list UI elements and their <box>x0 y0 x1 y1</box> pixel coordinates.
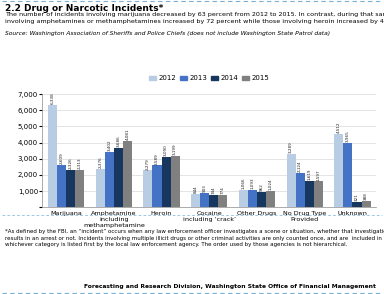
Bar <box>343 143 353 207</box>
Legend: 2012, 2013, 2014, 2015: 2012, 2013, 2014, 2015 <box>147 73 272 84</box>
Text: The number of incidents involving marijuana decreased by 63 percent from 2012 to: The number of incidents involving mariju… <box>5 12 384 24</box>
Bar <box>361 201 371 207</box>
Text: 3,199: 3,199 <box>173 143 177 155</box>
Text: 2,376: 2,376 <box>98 156 102 168</box>
Text: 2,589: 2,589 <box>155 153 159 165</box>
Text: Source: Washington Association of Sheriffs and Police Chiefs (does not include W: Source: Washington Association of Sherif… <box>5 31 330 36</box>
Bar <box>75 170 84 207</box>
Text: 3,289: 3,289 <box>289 141 293 153</box>
Bar <box>218 195 227 207</box>
Bar <box>296 173 305 207</box>
Text: 2,313: 2,313 <box>78 157 82 169</box>
Text: 3,090: 3,090 <box>164 145 168 156</box>
Bar <box>200 193 209 207</box>
Text: 1,619: 1,619 <box>307 169 311 180</box>
Text: 388: 388 <box>364 192 368 200</box>
Bar <box>353 202 361 207</box>
Bar <box>209 195 218 207</box>
Text: 1,066: 1,066 <box>242 178 245 189</box>
Bar <box>66 170 75 207</box>
Text: 1,093: 1,093 <box>250 177 255 189</box>
Bar <box>266 191 275 207</box>
Bar <box>96 169 105 207</box>
Bar <box>314 181 323 207</box>
Text: 3,402: 3,402 <box>107 140 111 151</box>
Text: 1,024: 1,024 <box>268 178 273 190</box>
Bar <box>257 192 266 207</box>
Text: 3,965: 3,965 <box>346 131 350 142</box>
Bar <box>152 166 162 207</box>
Bar <box>123 141 132 207</box>
Text: 1,597: 1,597 <box>316 169 320 181</box>
Bar <box>191 194 200 207</box>
Bar <box>170 156 180 207</box>
Text: 6,338: 6,338 <box>51 92 55 104</box>
Text: 2,326: 2,326 <box>69 157 73 169</box>
Bar <box>48 105 57 207</box>
Text: 2,609: 2,609 <box>60 153 64 164</box>
Text: 4,512: 4,512 <box>337 122 341 133</box>
Text: 321: 321 <box>355 193 359 201</box>
Bar <box>239 190 248 207</box>
Bar <box>114 148 123 207</box>
Text: 744: 744 <box>212 187 216 194</box>
Bar <box>143 171 152 207</box>
Text: 2,279: 2,279 <box>146 158 150 170</box>
Text: 903: 903 <box>203 184 207 192</box>
Text: 3,686: 3,686 <box>116 135 120 147</box>
Bar <box>286 154 296 207</box>
Bar <box>248 190 257 207</box>
Bar <box>57 165 66 207</box>
Text: 4,081: 4,081 <box>126 129 129 141</box>
Text: 2,124: 2,124 <box>298 161 302 172</box>
Text: 774: 774 <box>221 186 225 194</box>
Text: 962: 962 <box>260 183 263 191</box>
Text: 844: 844 <box>194 185 198 193</box>
Text: 2.2 Drug or Narcotic Incidents*: 2.2 Drug or Narcotic Incidents* <box>5 4 163 14</box>
Text: *As defined by the FBI, an “incident” occurs when any law enforcement officer in: *As defined by the FBI, an “incident” oc… <box>5 229 384 247</box>
Text: Forecasting and Research Division, Washington State Office of Financial Manageme: Forecasting and Research Division, Washi… <box>84 284 376 289</box>
Bar <box>162 157 170 207</box>
Bar <box>334 134 343 207</box>
Bar <box>105 152 114 207</box>
Bar <box>305 181 314 207</box>
